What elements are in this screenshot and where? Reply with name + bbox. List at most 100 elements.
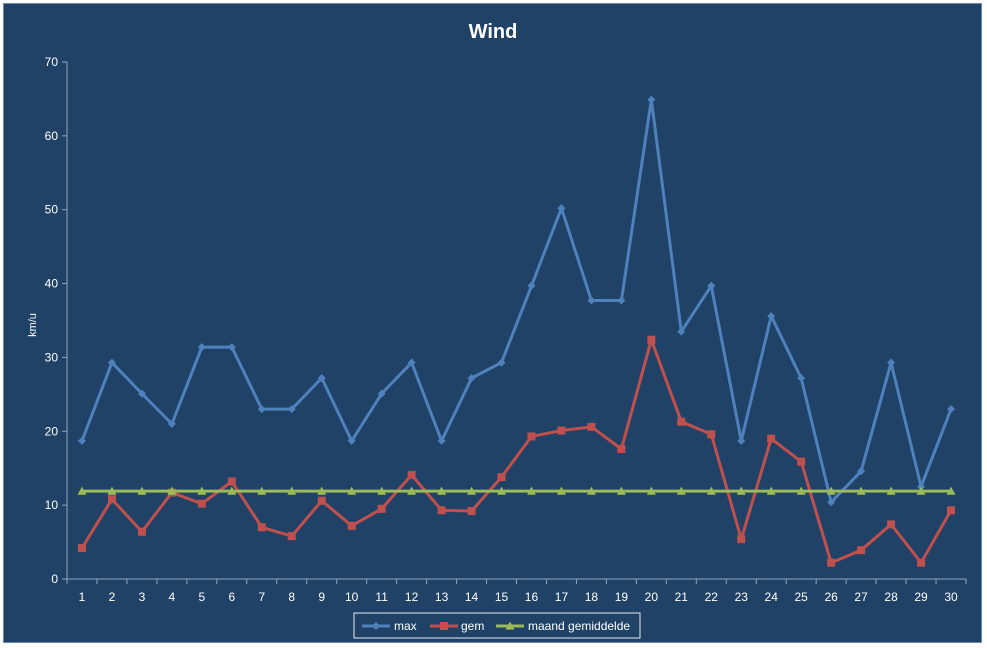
x-tick-label: 21	[675, 590, 689, 604]
data-point-maand-gemiddelde	[197, 486, 207, 495]
data-point-maand-gemiddelde	[856, 486, 866, 495]
data-point-maand-gemiddelde	[407, 486, 417, 495]
data-point-max	[77, 436, 86, 445]
series-layer	[77, 95, 956, 567]
x-tick-label: 25	[795, 590, 809, 604]
data-point-gem	[557, 426, 566, 435]
data-point-max	[107, 358, 116, 367]
x-tick-label: 4	[169, 590, 176, 604]
data-point-gem	[947, 506, 956, 515]
data-point-max	[407, 358, 416, 367]
y-tick-label: 30	[45, 350, 59, 364]
data-point-maand-gemiddelde	[317, 486, 327, 495]
x-tick-label: 27	[854, 590, 868, 604]
y-tick-label: 40	[45, 277, 59, 291]
legend-entry-max: max	[362, 619, 417, 633]
x-tick-label: 9	[318, 590, 325, 604]
data-point-gem	[287, 532, 296, 541]
data-point-gem	[137, 527, 146, 536]
y-tick-label: 0	[51, 572, 58, 586]
data-point-max	[737, 436, 746, 445]
data-point-maand-gemiddelde	[526, 486, 536, 495]
x-tick-label: 30	[944, 590, 958, 604]
data-point-gem	[317, 496, 326, 505]
data-point-maand-gemiddelde	[167, 486, 177, 495]
x-tick-label: 26	[824, 590, 838, 604]
y-tick-label: 60	[45, 129, 59, 143]
data-point-gem	[257, 523, 266, 532]
x-tick-label: 28	[884, 590, 898, 604]
x-tick-label: 3	[139, 590, 146, 604]
x-tick-label: 16	[525, 590, 539, 604]
chart-title: Wind	[469, 21, 518, 43]
data-point-max	[707, 281, 716, 290]
chart-frame: Wind km/u 0 10 20 30 40 50 60 70 1 2 3 4 5 6 7 8 9 10 11 12…	[3, 3, 982, 643]
x-tick-label: 2	[109, 590, 116, 604]
data-point-gem	[587, 422, 596, 431]
data-point-gem	[347, 521, 356, 530]
series-max	[77, 95, 956, 507]
data-point-gem	[227, 477, 236, 486]
data-point-max	[377, 389, 386, 398]
x-tick-label: 15	[495, 590, 509, 604]
data-point-maand-gemiddelde	[107, 486, 117, 495]
data-point-max	[437, 436, 446, 445]
data-point-maand-gemiddelde	[676, 486, 686, 495]
x-tick-label: 5	[199, 590, 206, 604]
x-tick-label: 19	[615, 590, 629, 604]
x-tick-label: 6	[228, 590, 235, 604]
data-point-max	[497, 358, 506, 367]
data-point-max	[527, 281, 536, 290]
data-point-max	[797, 374, 806, 383]
legend-box	[353, 612, 641, 639]
data-point-maand-gemiddelde	[257, 486, 267, 495]
legend-label: maand gemiddelde	[528, 619, 630, 633]
legend-label: max	[394, 619, 417, 633]
data-point-gem	[767, 434, 776, 443]
data-point-gem	[677, 417, 686, 426]
series-line-max	[80, 98, 953, 504]
data-point-gem	[617, 445, 626, 454]
data-point-max	[887, 358, 896, 367]
data-point-max	[647, 95, 656, 104]
series-maand-gemiddelde	[77, 486, 956, 495]
series-line-gem	[80, 338, 953, 565]
series-gem	[77, 335, 956, 567]
legend-swatch-marker	[440, 622, 448, 630]
x-tick-label: 1	[79, 590, 86, 604]
legend-swatch-marker	[372, 622, 380, 630]
data-point-maand-gemiddelde	[946, 486, 956, 495]
data-point-gem	[647, 335, 656, 344]
data-point-maand-gemiddelde	[616, 486, 626, 495]
data-point-gem	[887, 520, 896, 529]
data-point-gem	[497, 473, 506, 482]
data-point-maand-gemiddelde	[586, 486, 596, 495]
data-point-gem	[917, 558, 926, 567]
data-point-maand-gemiddelde	[826, 486, 836, 495]
y-tick-label: 50	[45, 203, 59, 217]
x-tick-label: 7	[258, 590, 265, 604]
data-point-maand-gemiddelde	[497, 486, 507, 495]
x-tick-label: 10	[345, 590, 359, 604]
x-tick-label: 14	[465, 590, 479, 604]
x-tick-label: 20	[645, 590, 659, 604]
data-point-max	[947, 405, 956, 414]
data-point-gem	[467, 507, 476, 516]
data-point-maand-gemiddelde	[886, 486, 896, 495]
y-axis-label: km/u	[27, 313, 39, 337]
data-point-maand-gemiddelde	[347, 486, 357, 495]
data-point-max	[677, 327, 686, 336]
legend-swatch-marker	[505, 621, 515, 630]
data-point-maand-gemiddelde	[287, 486, 297, 495]
data-point-max	[827, 498, 836, 507]
data-point-gem	[857, 546, 866, 555]
data-point-gem	[437, 506, 446, 515]
legend-entry-maand-gemiddelde: maand gemiddelde	[496, 619, 630, 633]
data-point-maand-gemiddelde	[796, 486, 806, 495]
data-point-max	[857, 467, 866, 476]
data-point-maand-gemiddelde	[467, 486, 477, 495]
data-point-maand-gemiddelde	[556, 486, 566, 495]
data-point-max	[587, 296, 596, 305]
